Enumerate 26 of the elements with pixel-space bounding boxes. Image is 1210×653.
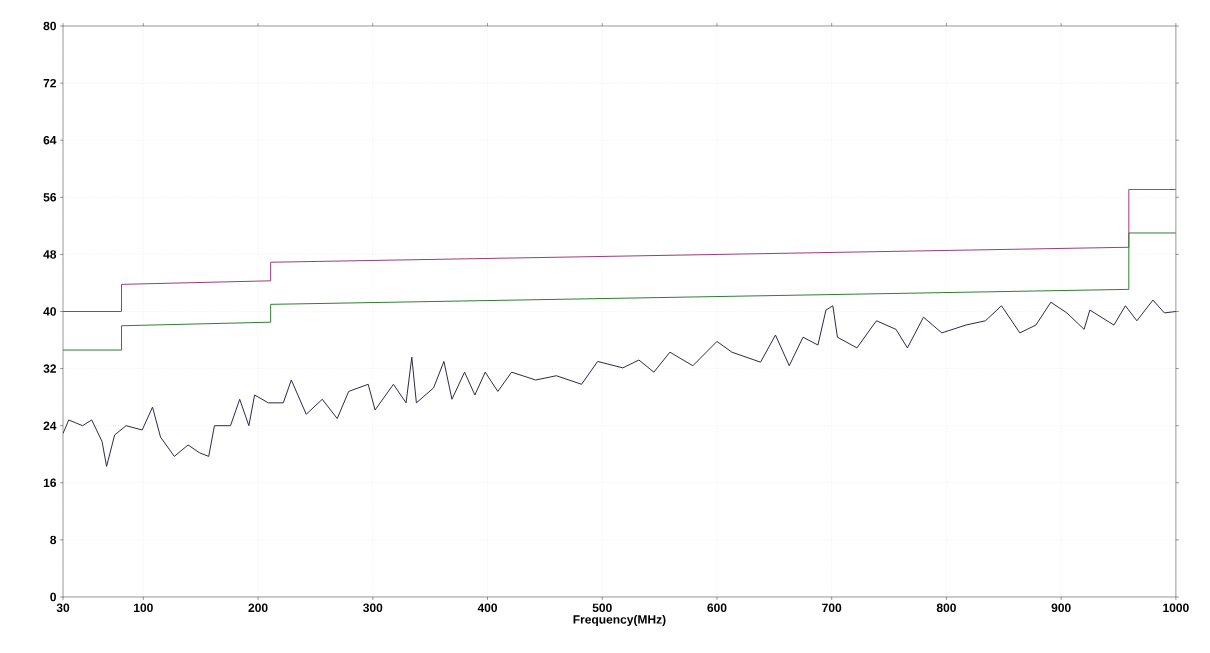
y-tick-label: 80 <box>43 21 56 31</box>
x-tick-label: 300 <box>363 603 383 613</box>
x-tick-label: 700 <box>822 603 842 613</box>
y-tick-label: 0 <box>50 592 56 602</box>
x-tick-label: 800 <box>936 603 956 613</box>
x-tick-label: 400 <box>477 603 498 613</box>
x-tick-label: 500 <box>592 603 612 613</box>
line-series <box>63 232 1176 351</box>
y-tick-label: 56 <box>43 193 57 202</box>
y-tick-label: 48 <box>43 250 57 259</box>
x-tick-label: 600 <box>707 603 727 613</box>
y-tick-label: 8 <box>50 535 57 545</box>
x-axis-title: Frequency(MHz) <box>573 614 666 627</box>
x-tick-label: 1000 <box>1163 603 1189 613</box>
x-tick-label: 200 <box>248 603 268 613</box>
y-tick-label: 16 <box>43 478 57 488</box>
y-tick-label: 40 <box>43 307 56 316</box>
x-tick-label: 100 <box>134 603 153 613</box>
y-tick-label: 72 <box>43 78 56 88</box>
y-tick-label: 24 <box>43 421 57 430</box>
line-series <box>63 188 1176 312</box>
line-series <box>63 299 1176 467</box>
x-tick-label: 900 <box>1051 603 1071 613</box>
y-tick-label: 32 <box>43 364 56 373</box>
y-tick-label: 64 <box>43 135 57 145</box>
x-tick-label: 30 <box>56 603 70 613</box>
